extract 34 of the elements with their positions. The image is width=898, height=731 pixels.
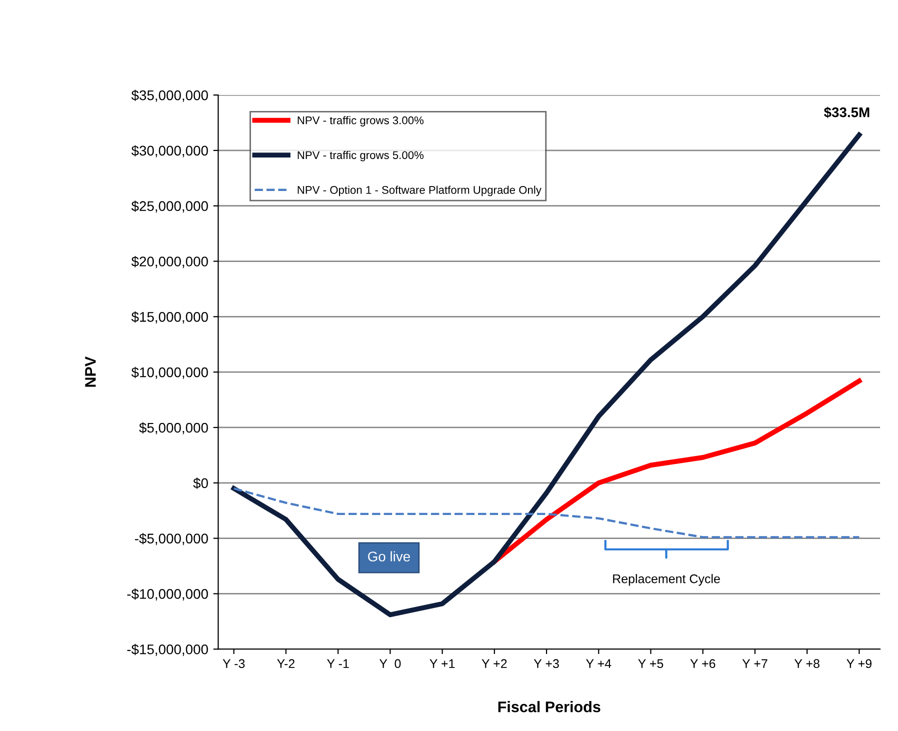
x-tick-label: Y +4 bbox=[586, 659, 612, 668]
x-tick-label: Y +1 bbox=[430, 659, 455, 668]
y-tick-label: $20,000,000 bbox=[131, 256, 208, 268]
y-axis-title: NPV bbox=[85, 356, 96, 387]
legend-label: NPV - Option 1 - Software Platform Upgrade Only bbox=[298, 186, 542, 196]
annotation: Replacement Cycle bbox=[613, 574, 720, 586]
annotation: Go live bbox=[368, 551, 410, 562]
y-tick-label: $30,000,000 bbox=[131, 145, 208, 158]
y-tick-label: -$15,000,000 bbox=[127, 644, 208, 656]
y-tick-label: $0 bbox=[193, 478, 208, 489]
x-tick-label: Y +7 bbox=[742, 659, 768, 668]
x-tick-label: Y -3 bbox=[222, 659, 245, 668]
x-tick-label: Y +3 bbox=[534, 659, 559, 668]
x-tick-label: Y +2 bbox=[482, 659, 507, 668]
x-tick-label: Y +5 bbox=[638, 659, 664, 668]
x-tick-label: Y 0 bbox=[379, 659, 401, 668]
x-tick-label: Y +8 bbox=[794, 659, 820, 668]
y-tick-label: -$10,000,000 bbox=[127, 588, 208, 601]
legend-label: NPV - traffic grows 3.00% bbox=[298, 116, 424, 126]
line-series bbox=[231, 132, 862, 618]
legend-label: NPV - traffic grows 5.00% bbox=[298, 150, 424, 162]
x-axis-title: Fiscal Periods bbox=[498, 701, 600, 712]
x-tick-label: Y -1 bbox=[326, 659, 349, 668]
x-tick-label: Y-2 bbox=[277, 659, 294, 668]
y-tick-label: $5,000,000 bbox=[139, 422, 208, 434]
y-tick-label: $25,000,000 bbox=[131, 200, 208, 213]
annotation: $33.5M bbox=[824, 106, 870, 118]
x-tick-label: Y +6 bbox=[690, 659, 716, 668]
y-tick-label: -$5,000,000 bbox=[134, 533, 208, 546]
y-tick-label: $15,000,000 bbox=[131, 311, 208, 324]
y-tick-label: $35,000,000 bbox=[131, 90, 208, 102]
y-tick-label: $10,000,000 bbox=[131, 366, 208, 379]
x-tick-label: Y +9 bbox=[846, 659, 872, 668]
line-series bbox=[232, 487, 860, 538]
